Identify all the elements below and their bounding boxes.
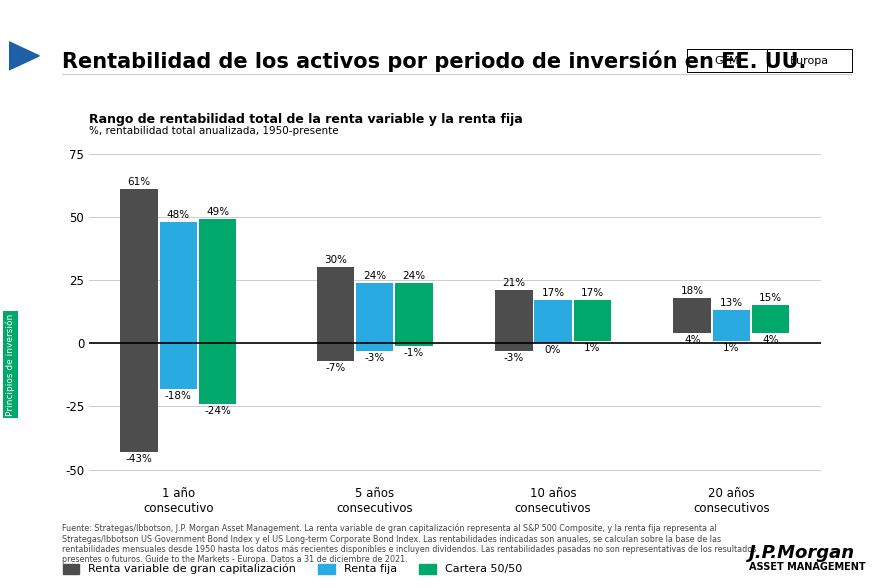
Text: -24%: -24%: [204, 406, 231, 416]
Bar: [534, 300, 572, 343]
Polygon shape: [9, 42, 39, 70]
Bar: [356, 283, 393, 351]
Bar: [495, 290, 533, 351]
Text: 13%: 13%: [720, 298, 743, 308]
Text: Europa: Europa: [790, 55, 829, 66]
Text: 24%: 24%: [402, 270, 425, 280]
Text: 1%: 1%: [584, 343, 600, 353]
Text: Fuente: Strategas/Ibbotson, J.P. Morgan Asset Management. La renta variable de g: Fuente: Strategas/Ibbotson, J.P. Morgan …: [62, 524, 756, 564]
Text: Principios de inversión: Principios de inversión: [6, 313, 15, 416]
Text: -3%: -3%: [504, 353, 524, 363]
Legend: Renta variable de gran capitalización, Renta fija, Cartera 50/50: Renta variable de gran capitalización, R…: [58, 559, 526, 579]
Bar: [574, 300, 611, 340]
Bar: [395, 283, 433, 346]
Text: -3%: -3%: [365, 353, 384, 363]
Bar: [160, 222, 197, 389]
Text: 15%: 15%: [759, 293, 782, 303]
Bar: [752, 305, 789, 333]
Bar: [120, 189, 158, 452]
Text: -1%: -1%: [404, 348, 424, 358]
Text: 17%: 17%: [541, 288, 565, 298]
Bar: [713, 310, 750, 340]
Text: 4%: 4%: [763, 335, 779, 345]
Bar: [673, 298, 711, 333]
Text: 17%: 17%: [581, 288, 604, 298]
Text: 61%: 61%: [128, 177, 151, 187]
Text: Rango de rentabilidad total de la renta variable y la renta fija: Rango de rentabilidad total de la renta …: [89, 113, 523, 126]
Text: 24%: 24%: [363, 270, 386, 280]
Text: 49%: 49%: [206, 208, 229, 218]
Text: J.P.Morgan: J.P.Morgan: [749, 544, 855, 562]
Text: -43%: -43%: [126, 454, 153, 464]
Text: 0%: 0%: [545, 345, 561, 355]
Bar: [199, 219, 236, 404]
Text: 1%: 1%: [723, 343, 739, 353]
Text: ASSET MANAGEMENT: ASSET MANAGEMENT: [749, 562, 866, 573]
Bar: [317, 268, 354, 361]
Text: 21%: 21%: [502, 278, 525, 288]
Text: 4%: 4%: [684, 335, 700, 345]
Text: 48%: 48%: [167, 210, 190, 220]
Text: 30%: 30%: [324, 255, 347, 265]
Text: -7%: -7%: [326, 363, 345, 373]
Text: %, rentabilidad total anualizada, 1950-presente: %, rentabilidad total anualizada, 1950-p…: [89, 126, 339, 136]
Text: Rentabilidad de los activos por periodo de inversión en EE. UU.: Rentabilidad de los activos por periodo …: [62, 51, 807, 72]
Text: -18%: -18%: [165, 390, 192, 400]
Text: GTM: GTM: [714, 55, 739, 66]
Text: 18%: 18%: [681, 286, 704, 296]
